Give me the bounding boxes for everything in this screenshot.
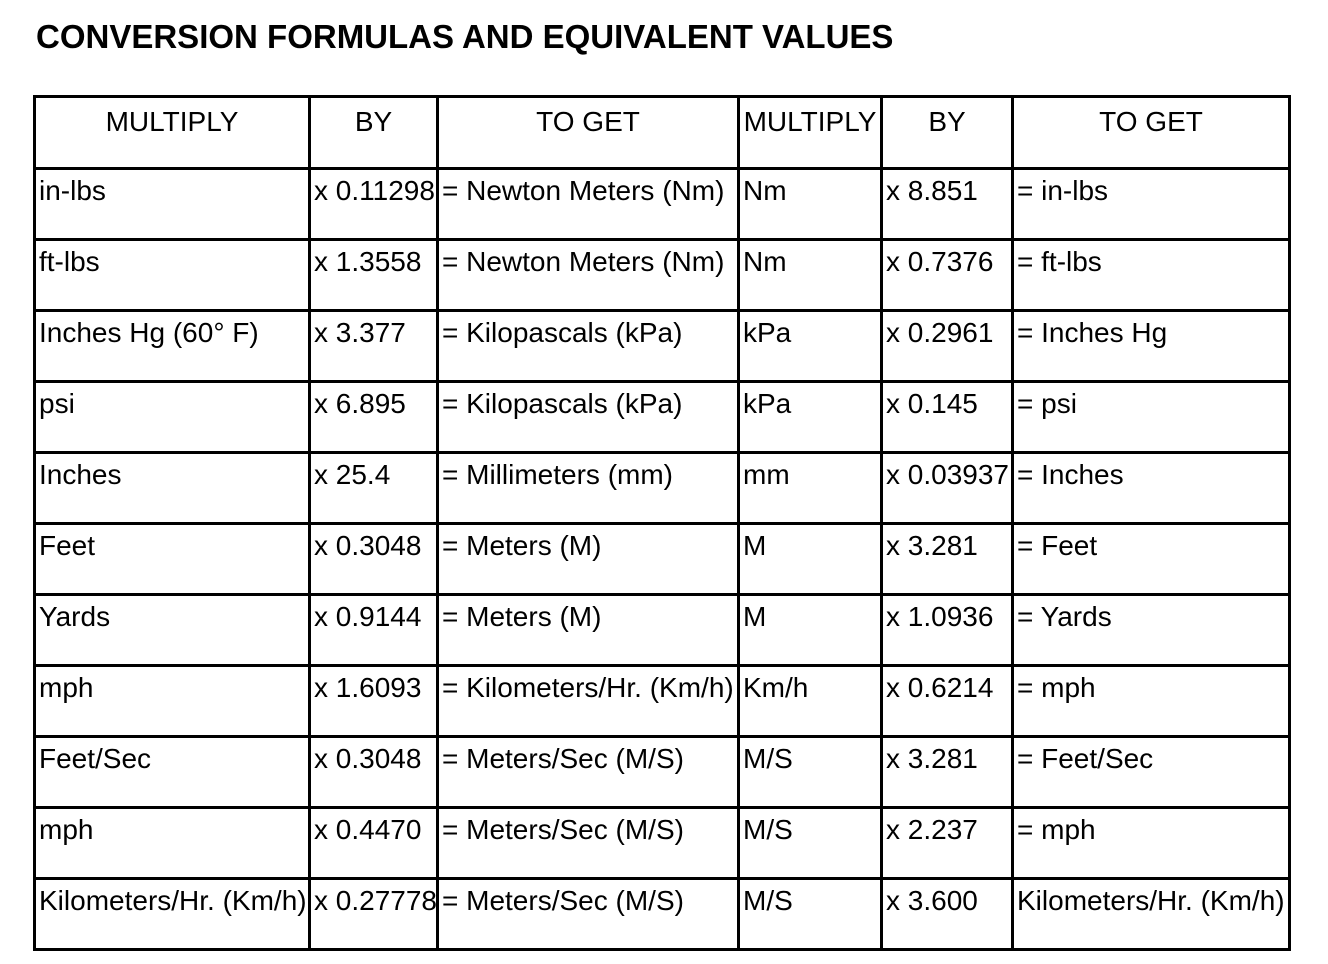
multiply-left-cell: Inches Hg (60° F) xyxy=(33,309,311,383)
header-by-left: BY xyxy=(308,95,439,170)
multiply-right-cell: M xyxy=(737,522,883,596)
table-row: Kilometers/Hr. (Km/h) x 0.27778 = Meters/S… xyxy=(33,877,1291,951)
multiply-right-cell: mm xyxy=(737,451,883,525)
toget-right-cell: = mph xyxy=(1011,806,1291,880)
table-row: in-lbs x 0.11298 = Newton Meters (Nm) Nm x 8… xyxy=(33,167,1291,241)
by-left-cell: x 0.9144 xyxy=(308,593,439,667)
toget-right-cell: = Inches xyxy=(1011,451,1291,525)
by-left-cell: x 3.377 xyxy=(308,309,439,383)
by-right-cell: x 0.03937 xyxy=(880,451,1014,525)
multiply-right-cell: Nm xyxy=(737,167,883,241)
multiply-left-cell: in-lbs xyxy=(33,167,311,241)
header-toget-left: TO GET xyxy=(436,95,740,170)
toget-right-cell: = Feet/Sec xyxy=(1011,735,1291,809)
toget-left-cell: = Meters (M) xyxy=(436,593,740,667)
conversion-table: MULTIPLY BY TO GET MULTIPLY BY TO GET in… xyxy=(33,95,1291,951)
multiply-right-cell: M xyxy=(737,593,883,667)
by-right-cell: x 3.600 xyxy=(880,877,1014,951)
toget-left-cell: = Kilometers/Hr. (Km/h) xyxy=(436,664,740,738)
table-row: Inches Hg (60° F) x 3.377 = Kilopascals (k… xyxy=(33,309,1291,383)
multiply-left-cell: psi xyxy=(33,380,311,454)
toget-left-cell: = Newton Meters (Nm) xyxy=(436,238,740,312)
multiply-left-cell: mph xyxy=(33,806,311,880)
table-row: Inches x 25.4 = Millimeters (mm) mm x 0.0393… xyxy=(33,451,1291,525)
by-left-cell: x 0.3048 xyxy=(308,522,439,596)
by-left-cell: x 1.6093 xyxy=(308,664,439,738)
by-right-cell: x 8.851 xyxy=(880,167,1014,241)
toget-right-cell: = Inches Hg xyxy=(1011,309,1291,383)
header-toget-right: TO GET xyxy=(1011,95,1291,170)
header-multiply-right: MULTIPLY xyxy=(737,95,883,170)
multiply-right-cell: Nm xyxy=(737,238,883,312)
by-left-cell: x 0.4470 xyxy=(308,806,439,880)
multiply-left-cell: Inches xyxy=(33,451,311,525)
by-left-cell: x 0.3048 xyxy=(308,735,439,809)
toget-left-cell: = Meters (M) xyxy=(436,522,740,596)
toget-left-cell: = Kilopascals (kPa) xyxy=(436,309,740,383)
by-left-cell: x 0.27778 xyxy=(308,877,439,951)
toget-left-cell: = Millimeters (mm) xyxy=(436,451,740,525)
table-body: in-lbs x 0.11298 = Newton Meters (Nm) Nm x 8… xyxy=(33,167,1291,951)
by-right-cell: x 0.7376 xyxy=(880,238,1014,312)
toget-right-cell: = Feet xyxy=(1011,522,1291,596)
multiply-right-cell: kPa xyxy=(737,380,883,454)
table-row: psi x 6.895 = Kilopascals (kPa) kPa x 0.145 =… xyxy=(33,380,1291,454)
by-right-cell: x 1.0936 xyxy=(880,593,1014,667)
multiply-left-cell: Feet xyxy=(33,522,311,596)
multiply-left-cell: Yards xyxy=(33,593,311,667)
table-row: mph x 0.4470 = Meters/Sec (M/S) M/S x 2.237 =… xyxy=(33,806,1291,880)
by-left-cell: x 25.4 xyxy=(308,451,439,525)
toget-right-cell: Kilometers/Hr. (Km/h) xyxy=(1011,877,1291,951)
by-left-cell: x 0.11298 xyxy=(308,167,439,241)
by-right-cell: x 0.2961 xyxy=(880,309,1014,383)
toget-left-cell: = Kilopascals (kPa) xyxy=(436,380,740,454)
multiply-right-cell: kPa xyxy=(737,309,883,383)
page-title: CONVERSION FORMULAS AND EQUIVALENT VALUE… xyxy=(36,18,894,55)
by-right-cell: x 3.281 xyxy=(880,735,1014,809)
toget-right-cell: = psi xyxy=(1011,380,1291,454)
toget-right-cell: = ft-lbs xyxy=(1011,238,1291,312)
by-right-cell: x 0.6214 xyxy=(880,664,1014,738)
multiply-right-cell: M/S xyxy=(737,877,883,951)
table-row: Feet/Sec x 0.3048 = Meters/Sec (M/S) M/S x 3… xyxy=(33,735,1291,809)
multiply-left-cell: Kilometers/Hr. (Km/h) xyxy=(33,877,311,951)
multiply-left-cell: mph xyxy=(33,664,311,738)
toget-right-cell: = in-lbs xyxy=(1011,167,1291,241)
toget-right-cell: = Yards xyxy=(1011,593,1291,667)
toget-left-cell: = Meters/Sec (M/S) xyxy=(436,735,740,809)
by-right-cell: x 3.281 xyxy=(880,522,1014,596)
by-left-cell: x 1.3558 xyxy=(308,238,439,312)
by-right-cell: x 0.145 xyxy=(880,380,1014,454)
multiply-left-cell: ft-lbs xyxy=(33,238,311,312)
multiply-right-cell: M/S xyxy=(737,806,883,880)
by-left-cell: x 6.895 xyxy=(308,380,439,454)
multiply-right-cell: Km/h xyxy=(737,664,883,738)
table-row: ft-lbs x 1.3558 = Newton Meters (Nm) Nm x 0.… xyxy=(33,238,1291,312)
toget-left-cell: = Newton Meters (Nm) xyxy=(436,167,740,241)
header-row: MULTIPLY BY TO GET MULTIPLY BY TO GET xyxy=(33,95,1291,170)
multiply-left-cell: Feet/Sec xyxy=(33,735,311,809)
multiply-right-cell: M/S xyxy=(737,735,883,809)
toget-right-cell: = mph xyxy=(1011,664,1291,738)
by-right-cell: x 2.237 xyxy=(880,806,1014,880)
toget-left-cell: = Meters/Sec (M/S) xyxy=(436,877,740,951)
toget-left-cell: = Meters/Sec (M/S) xyxy=(436,806,740,880)
header-multiply-left: MULTIPLY xyxy=(33,95,311,170)
header-by-right: BY xyxy=(880,95,1014,170)
table-header: MULTIPLY BY TO GET MULTIPLY BY TO GET xyxy=(33,95,1291,170)
table-row: mph x 1.6093 = Kilometers/Hr. (Km/h) Km/h x … xyxy=(33,664,1291,738)
